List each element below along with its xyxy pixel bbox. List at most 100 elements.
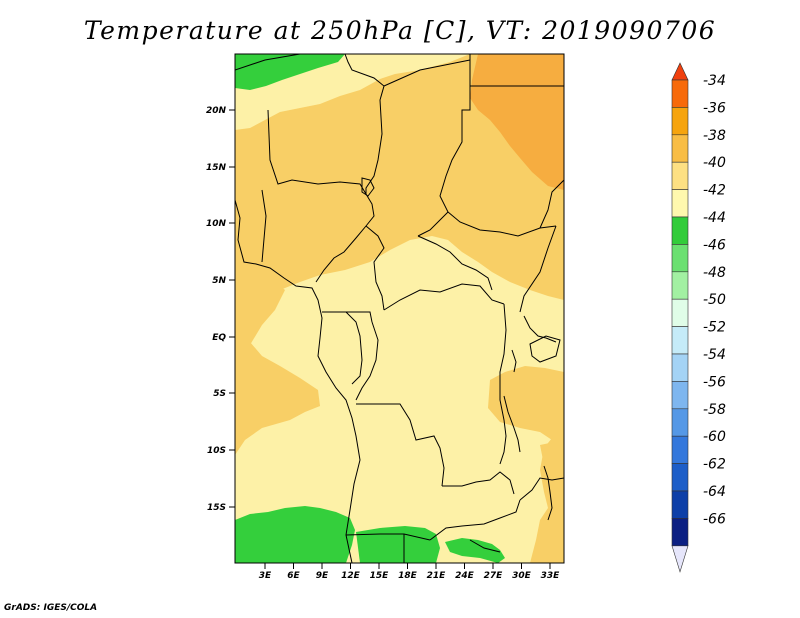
colorbar-label: -44 xyxy=(703,210,726,226)
lon-label: 33E xyxy=(541,571,561,581)
border-niger-chad xyxy=(344,54,385,194)
band-minus44-minus46-south-central xyxy=(356,526,440,563)
colorbar-box xyxy=(671,408,689,437)
colorbar-box xyxy=(671,216,689,245)
colorbar-label: -66 xyxy=(703,511,726,527)
border-uganda-kenya xyxy=(523,315,557,343)
colorbar-label: -60 xyxy=(703,429,726,445)
lat-label: 5S xyxy=(213,389,226,399)
colorbar-box xyxy=(671,463,689,492)
lon-label: 6E xyxy=(287,571,300,581)
border-chad-sudan xyxy=(417,54,471,237)
border-congo-drc xyxy=(355,321,379,401)
colorbar-box xyxy=(671,134,689,163)
colorbar-box xyxy=(671,490,689,519)
lat-label: EQ xyxy=(212,333,226,343)
border-drc-angola xyxy=(356,403,445,487)
lon-label: 15E xyxy=(370,571,390,581)
colorbar-label: -40 xyxy=(703,155,726,171)
border-chad-libya xyxy=(383,59,471,87)
lake-victoria xyxy=(529,335,561,363)
colorbar-label: -46 xyxy=(703,237,726,253)
country-borders xyxy=(235,54,564,563)
colorbar: -34 -36 -38 -40 -42 -44 -46 -48 -50 -52 -54 -56 -58 -… xyxy=(671,62,726,573)
coastline-west xyxy=(235,199,361,563)
colorbar-label: -52 xyxy=(703,320,726,336)
grads-credit: GrADS: IGES/COLA xyxy=(4,603,98,613)
lake-malawi xyxy=(543,465,553,521)
band-minus40-minus42-southeast xyxy=(540,440,564,500)
longitude-axis: 3E 6E 9E 12E 15E 18E 21E 24E 27E 30E 33E xyxy=(259,563,560,581)
band-minus44-minus46-south-west xyxy=(235,506,355,563)
border-benin-nigeria xyxy=(261,189,267,263)
colorbar-top-arrow xyxy=(671,62,689,81)
colorbar-label: -64 xyxy=(703,484,726,500)
lon-label: 27E xyxy=(484,571,504,581)
border-ethiopia xyxy=(539,179,564,229)
colorbar-box xyxy=(671,381,689,410)
colorbar-box xyxy=(671,353,689,382)
colorbar-box xyxy=(671,435,689,464)
colorbar-label: -56 xyxy=(703,374,726,390)
colorbar-box xyxy=(671,271,689,300)
lon-label: 9E xyxy=(316,571,329,581)
border-nigeria-niger xyxy=(267,109,367,195)
border-mali-niger xyxy=(235,54,301,71)
lon-label: 30E xyxy=(512,571,532,581)
border-cameroon-gabon xyxy=(322,311,373,323)
lake-chad xyxy=(361,177,375,197)
map-frame xyxy=(234,53,565,564)
colorbar-label: -36 xyxy=(703,100,726,116)
colorbar-label: -58 xyxy=(703,402,726,418)
colorbar-box xyxy=(671,189,689,218)
latitude-axis: 20N 15N 10N 5N EQ 5S 10S 15S xyxy=(206,106,235,513)
border-angola-namibia xyxy=(345,533,431,541)
colorbar-bottom-arrow xyxy=(671,545,689,573)
lon-label: 3E xyxy=(259,571,272,581)
border-cameroon-car xyxy=(365,225,385,311)
border-car-north xyxy=(417,235,493,291)
colorbar-box xyxy=(671,161,689,190)
band-minus44-minus46-south-east xyxy=(445,538,505,563)
colorbar-box xyxy=(671,107,689,136)
lat-label: 15N xyxy=(206,163,227,173)
lat-label: 5N xyxy=(212,276,226,286)
colorbar-label: -42 xyxy=(703,183,726,199)
colorbar-label: -62 xyxy=(703,457,726,473)
lake-albert xyxy=(511,349,517,373)
border-drc-east xyxy=(499,303,507,465)
border-tanzania xyxy=(519,477,564,501)
border-car-south xyxy=(383,283,505,311)
colorbar-label: -50 xyxy=(703,292,726,308)
band-minus40-minus42-west xyxy=(235,270,320,445)
colorbar-box xyxy=(671,244,689,273)
border-zambia-zimbabwe xyxy=(469,539,501,553)
lon-label: 18E xyxy=(398,571,418,581)
map-title: Temperature at 250hPa [C], VT: 201909070… xyxy=(83,16,717,45)
lon-label: 12E xyxy=(341,571,361,581)
lat-label: 10N xyxy=(206,219,227,229)
border-drc-zambia xyxy=(442,471,515,495)
lake-tanganyika xyxy=(503,395,521,453)
temperature-field xyxy=(235,54,564,563)
band-minus40-minus42-east xyxy=(488,366,564,440)
colorbar-box xyxy=(671,79,689,108)
lat-label: 10S xyxy=(207,446,226,456)
band-minus44-minus46-northwest xyxy=(235,54,345,90)
colorbar-box xyxy=(671,298,689,327)
lat-label: 15S xyxy=(207,503,226,513)
border-zambia-south xyxy=(429,499,521,541)
lat-label: 20N xyxy=(206,106,227,116)
colorbar-label: -34 xyxy=(703,73,726,89)
colorbar-box xyxy=(671,326,689,355)
border-nigeria-cameroon xyxy=(315,193,375,283)
border-southsudan-east xyxy=(519,225,557,313)
lon-label: 21E xyxy=(427,571,447,581)
band-minus38-minus40-northeast xyxy=(470,54,564,190)
colorbar-label: -54 xyxy=(703,347,726,363)
lon-label: 24E xyxy=(455,571,475,581)
colorbar-label: -38 xyxy=(703,128,726,144)
colorbar-box xyxy=(671,518,689,547)
colorbar-label: -48 xyxy=(703,265,726,281)
